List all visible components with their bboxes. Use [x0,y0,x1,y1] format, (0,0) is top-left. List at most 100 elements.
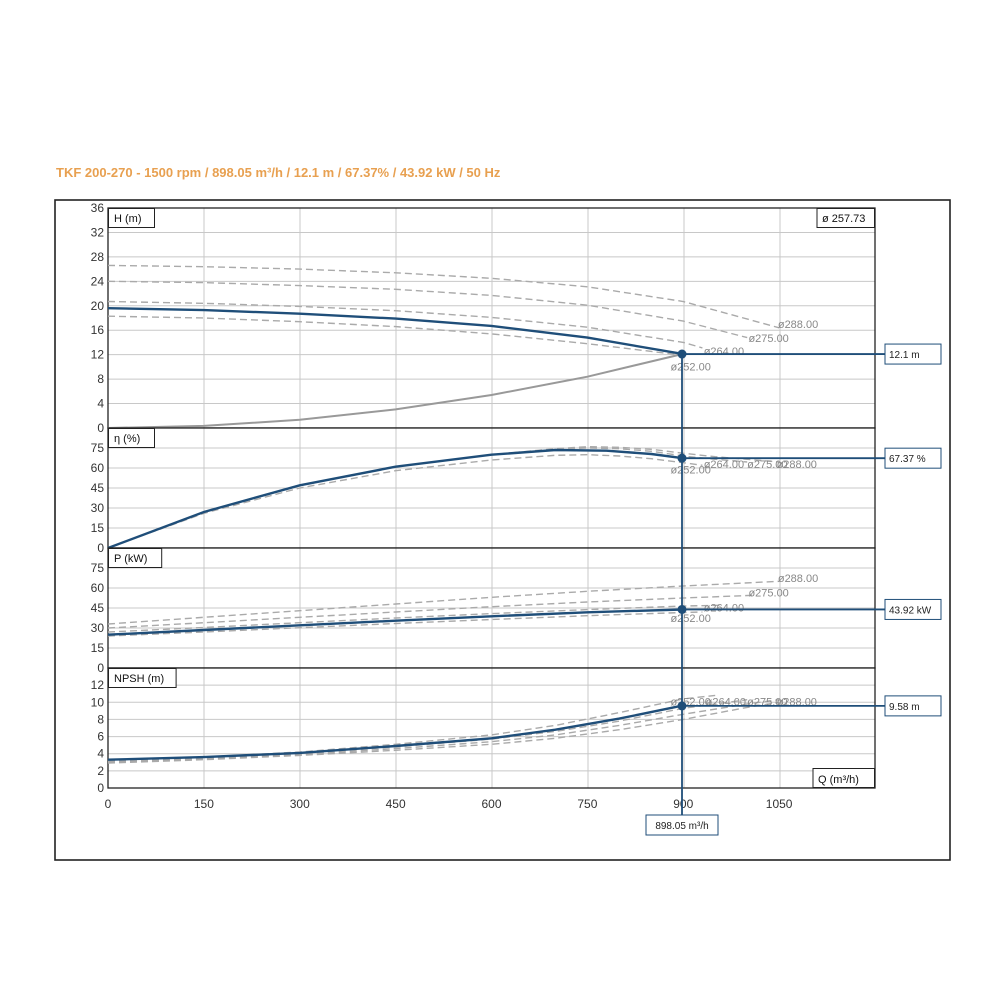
y-tick-label: 30 [91,621,105,635]
x-tick-label: 750 [577,797,597,811]
duty-value-power-box [884,598,942,620]
diameter-annotation: ø275.00 [747,459,787,471]
y-tick-label: 4 [97,747,104,761]
y-axis-label: P (kW) [108,548,163,568]
series-line-alt [107,699,780,763]
series-line-main [107,448,683,550]
duty-point-group: 12.1 m 67.37 % 43.92 kW 9.58 m 898.05 m³/h [645,343,942,836]
diameter-annotation: ø264.00 [704,602,744,614]
diameter-annotation: ø288.00 [778,319,818,331]
y-axis-label-text: H (m) [114,213,142,225]
y-tick-label: 15 [91,641,105,655]
duty-value-npsh: 9.58 m [884,695,942,717]
y-tick-label: 15 [91,521,105,535]
y-axis-label: η (%) [108,428,155,448]
y-tick-label: 20 [91,299,105,313]
y-tick-label: 0 [97,541,104,555]
diameter-annotation: ø252.00 [670,361,710,373]
y-tick-label: 4 [97,397,104,411]
diameter-annotation: ø252.00 [670,464,710,476]
diameter-annotation: ø275.00 [748,333,788,345]
outer-frame [54,199,951,861]
x-axis-label-box [812,768,875,788]
x-tick-label: 450 [386,797,406,811]
y-tick-label: 0 [97,661,104,675]
x-tick-label: 900 [673,797,693,811]
panel-head: 0 4 8 12 16 20 24 28 32 36 H (m) ø 257.73 ø252.00 ø26… [91,201,876,435]
y-tick-label: 36 [91,201,105,215]
duty-point-marker [677,604,687,614]
y-tick-label: 75 [91,441,105,455]
y-tick-label: 45 [91,601,105,615]
y-tick-label: 24 [91,274,105,288]
series-line-alt [107,300,703,349]
impeller-badge-box [816,208,875,228]
impeller-badge: ø 257.73 [822,213,865,225]
y-axis-label-box [108,208,155,228]
duty-value-npsh-text: 9.58 m [889,702,920,713]
diameter-annotation: ø264.00 [704,459,744,471]
series-line-alt [107,264,780,329]
y-tick-label: 0 [97,421,104,435]
duty-flow-label: 898.05 m³/h [645,814,719,836]
duty-value-head: 12.1 m [884,343,942,365]
panel-border [107,667,876,789]
x-axis-label: Q (m³/h) [818,774,859,786]
duty-flow-label-box [645,814,719,836]
duty-value-efficiency-text: 67.37 % [889,454,926,465]
y-axis-label-box [108,428,155,448]
x-tick-label: 1050 [766,797,793,811]
y-tick-label: 2 [97,764,104,778]
duty-value-npsh-box [884,695,942,717]
y-tick-label: 75 [91,561,105,575]
series-line-alt [107,580,780,625]
y-axis-label: NPSH (m) [108,668,177,688]
y-tick-label: 60 [91,461,105,475]
y-tick-label: 16 [91,323,105,337]
diameter-annotation: ø288.00 [778,573,818,585]
series-line-system [107,353,683,429]
y-axis-label-text: P (kW) [114,553,147,565]
y-tick-label: 0 [97,781,104,795]
y-tick-label: 28 [91,250,105,264]
y-axis-label-text: η (%) [114,433,140,445]
series-line-alt [107,604,722,633]
x-tick-label: 0 [105,797,112,811]
x-tick-label: 150 [194,797,214,811]
duty-value-efficiency: 67.37 % [884,447,942,469]
y-tick-label: 8 [97,712,104,726]
series-line-alt [107,594,754,629]
diameter-annotation: ø252.00 [670,613,710,625]
duty-flow-label-text: 898.05 m³/h [655,821,708,832]
series-line-alt [107,280,748,339]
y-tick-label: 12 [91,348,105,362]
series-line-alt [107,453,703,549]
y-tick-label: 10 [91,695,105,709]
y-tick-label: 30 [91,501,105,515]
duty-point-marker [677,453,687,463]
series-line-main [107,608,683,636]
duty-value-power-text: 43.92 kW [889,605,932,616]
x-tick-label: 600 [481,797,501,811]
y-tick-label: 60 [91,581,105,595]
series-line-main [107,307,684,356]
y-tick-label: 45 [91,481,105,495]
series-line-alt [107,701,780,764]
duty-value-head-box [884,343,942,365]
chart-title: TKF 200-270 - 1500 rpm / 898.05 m³/h / 1… [56,165,501,180]
diameter-annotation: ø264.00 [704,346,744,358]
series-line-main [107,704,683,761]
y-tick-label: 12 [91,678,105,692]
duty-value-head-text: 12.1 m [889,350,920,361]
y-axis-label-box [108,668,177,688]
duty-point-marker [677,701,687,711]
y-axis-label-box [108,548,163,568]
series-line-alt [107,447,748,549]
y-tick-label: 32 [91,225,105,239]
y-tick-label: 6 [97,730,104,744]
